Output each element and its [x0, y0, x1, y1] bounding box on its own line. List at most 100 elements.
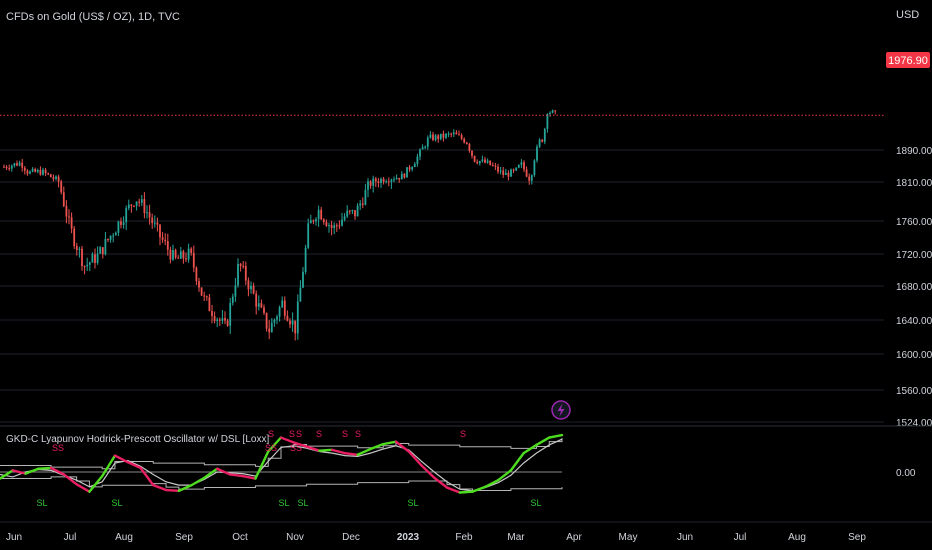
candle-body: [367, 181, 369, 190]
signal-label: SS: [265, 443, 277, 453]
candle-body: [216, 319, 219, 321]
candle-body: [88, 262, 91, 265]
candle-body: [81, 248, 83, 267]
candle-body: [541, 139, 544, 142]
candle-body: [135, 201, 138, 206]
candle-body: [200, 287, 203, 296]
candle-body: [44, 169, 47, 174]
candle-body: [543, 128, 546, 142]
candle-body: [551, 110, 554, 113]
candle-body: [471, 150, 473, 156]
candle-body: [338, 225, 341, 227]
candle-body: [393, 179, 395, 181]
candle-body: [333, 225, 336, 229]
candle-body: [445, 133, 447, 138]
oscillator-segment: [113, 454, 129, 464]
candle-body: [70, 217, 73, 229]
time-tick-label: Jun: [677, 532, 693, 543]
oscillator-zero-tick: 0.00: [896, 468, 916, 479]
time-tick-label: Sep: [848, 532, 866, 543]
candle-body: [432, 134, 434, 141]
candle-body: [309, 220, 312, 224]
candle-body: [458, 134, 460, 136]
candle-body: [520, 162, 523, 165]
oscillator-segment: [548, 433, 564, 439]
candle-body: [42, 169, 44, 175]
oscillator-segment: [484, 479, 500, 488]
candle-body: [120, 221, 122, 225]
candle-body: [361, 203, 364, 205]
candle-body: [413, 163, 416, 168]
candle-body: [101, 247, 104, 255]
candle-body: [112, 235, 115, 237]
candle-body: [523, 162, 525, 170]
time-axis[interactable]: Jun Jul Aug Sep Oct Nov Dec 2023 Feb Mar Apr May Jun…: [6, 532, 866, 543]
candle-body: [211, 311, 213, 317]
candle-body: [465, 142, 468, 145]
candle-body: [380, 178, 382, 183]
candle-body: [164, 239, 167, 242]
replay-button[interactable]: [551, 400, 571, 420]
candle-body: [148, 212, 151, 218]
candle-body: [276, 316, 278, 320]
candle-body: [231, 296, 234, 303]
candle-body: [83, 266, 86, 268]
candle-body: [382, 178, 385, 182]
candle-body: [273, 319, 276, 323]
time-tick-label: Oct: [232, 532, 248, 543]
candle-body: [49, 174, 52, 178]
oscillator-segment: [164, 488, 181, 493]
candle-body: [109, 235, 112, 240]
candle-body: [270, 322, 273, 333]
oscillator-segment: [318, 448, 334, 452]
oscillator-segment: [522, 443, 538, 455]
candle-body: [372, 178, 375, 186]
candle-body: [104, 238, 107, 255]
candle-body: [473, 155, 476, 162]
candle-body: [138, 201, 141, 203]
signal-label: SS: [52, 443, 64, 453]
price-tick-label: 1760.00: [896, 217, 932, 228]
candle-body: [252, 285, 255, 294]
candle-body: [187, 248, 190, 260]
candle-body: [497, 166, 499, 172]
candle-body: [538, 139, 541, 147]
candle-body: [385, 181, 388, 183]
candle-body: [208, 297, 211, 312]
oscillator-segment: [0, 469, 14, 480]
price-tick-label: 1720.00: [896, 250, 932, 261]
candle-body: [554, 110, 557, 112]
candle-body: [125, 208, 128, 223]
candle-body: [161, 237, 164, 240]
time-tick-label: Dec: [342, 532, 360, 543]
last-price-badge: [886, 52, 930, 68]
signal-label: SL: [407, 498, 418, 508]
candle-body: [515, 167, 518, 171]
oscillator-segment: [343, 451, 359, 456]
candle-body: [190, 248, 193, 253]
candle-body: [5, 166, 8, 169]
candle-body: [341, 219, 343, 226]
oscillator-segment: [215, 467, 232, 476]
candle-body: [268, 328, 271, 333]
price-axis[interactable]: 1890.00 1810.00 1760.00 1720.00 1680.00 1640.…: [896, 146, 932, 429]
candle-body: [517, 164, 520, 168]
candle-body: [143, 199, 146, 214]
candle-body: [117, 221, 120, 233]
candle-body: [549, 112, 551, 115]
candle-body: [179, 251, 182, 259]
price-tick-label: 1810.00: [896, 178, 932, 189]
oscillator-segment: [279, 436, 295, 444]
candle-body: [463, 138, 466, 143]
dsl-lower-line: [0, 476, 563, 491]
candle-body: [286, 315, 289, 321]
candle-body: [491, 165, 494, 167]
time-tick-label: Mar: [507, 532, 525, 543]
candle-body: [359, 203, 362, 206]
oscillator-segment: [394, 440, 410, 453]
candle-body: [468, 144, 471, 151]
signal-label: S: [342, 429, 348, 439]
time-tick-label: Aug: [788, 532, 806, 543]
candle-body: [224, 318, 226, 321]
